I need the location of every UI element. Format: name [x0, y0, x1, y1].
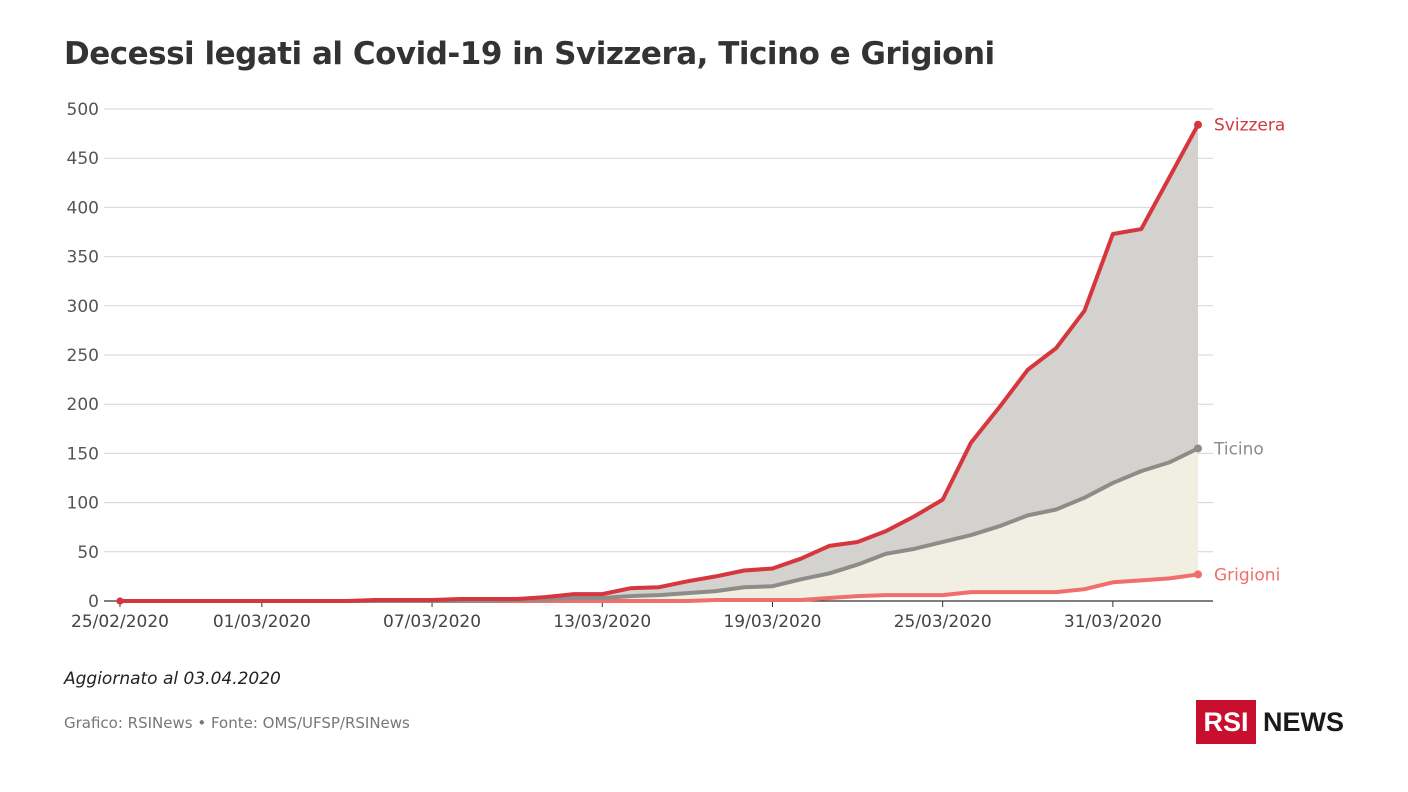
x-tick-label: 25/02/2020: [71, 612, 169, 632]
y-tick-label: 250: [67, 346, 99, 366]
chart-title: Decessi legati al Covid-19 in Svizzera, …: [64, 36, 995, 72]
y-tick-label: 50: [77, 543, 99, 563]
grid-lines: [104, 108, 1213, 607]
y-axis-tick-labels: 0 50 100 150 200 250 300 350 400 450 500: [67, 100, 99, 612]
y-tick-label: 200: [67, 395, 99, 415]
area-fills: [120, 124, 1198, 601]
area-ticino: [120, 448, 1198, 601]
source-credits: Grafico: RSINews • Fonte: OMS/UFSP/RSINe…: [64, 714, 410, 732]
y-tick-label: 500: [67, 100, 99, 120]
y-tick-label: 100: [67, 494, 99, 514]
news-logo-text: NEWS: [1263, 706, 1344, 737]
updated-date: Aggiornato al 03.04.2020: [64, 669, 281, 689]
y-tick-label: 450: [67, 149, 99, 169]
y-tick-label: 300: [67, 297, 99, 317]
x-axis-tick-labels: 25/02/2020 01/03/2020 07/03/2020 13/03/2020…: [71, 612, 1162, 632]
series-label-grigioni: Grigioni: [1214, 565, 1280, 585]
series-label-svizzera: Svizzera: [1214, 116, 1285, 136]
series-label-ticino: Ticino: [1213, 439, 1264, 459]
end-point-ticino: [1194, 444, 1202, 453]
line-svizzera: [118, 122, 1200, 603]
x-tick-label: 31/03/2020: [1064, 612, 1162, 632]
x-tick-label: 07/03/2020: [383, 612, 481, 632]
rsi-news-logo: RSI NEWS: [1196, 700, 1344, 744]
series-lines: [116, 120, 1202, 605]
y-tick-label: 400: [67, 198, 99, 218]
y-tick-label: 0: [88, 592, 99, 612]
y-tick-label: 150: [67, 444, 99, 464]
end-point-grigioni: [1194, 570, 1202, 579]
x-tick-label: 19/03/2020: [723, 612, 821, 632]
rsi-logo-box: RSI: [1196, 700, 1256, 744]
x-tick-label: 01/03/2020: [213, 612, 311, 632]
series-labels: Grigioni Ticino Svizzera: [1213, 116, 1285, 586]
start-point-svizzera: [116, 597, 124, 605]
line-area-chart: 0 50 100 150 200 250 300 350 400 450 500 25/02/202…: [67, 100, 1286, 632]
x-tick-label: 25/03/2020: [894, 612, 992, 632]
x-tick-label: 13/03/2020: [553, 612, 651, 632]
end-point-svizzera: [1194, 120, 1202, 129]
y-tick-label: 350: [67, 248, 99, 268]
